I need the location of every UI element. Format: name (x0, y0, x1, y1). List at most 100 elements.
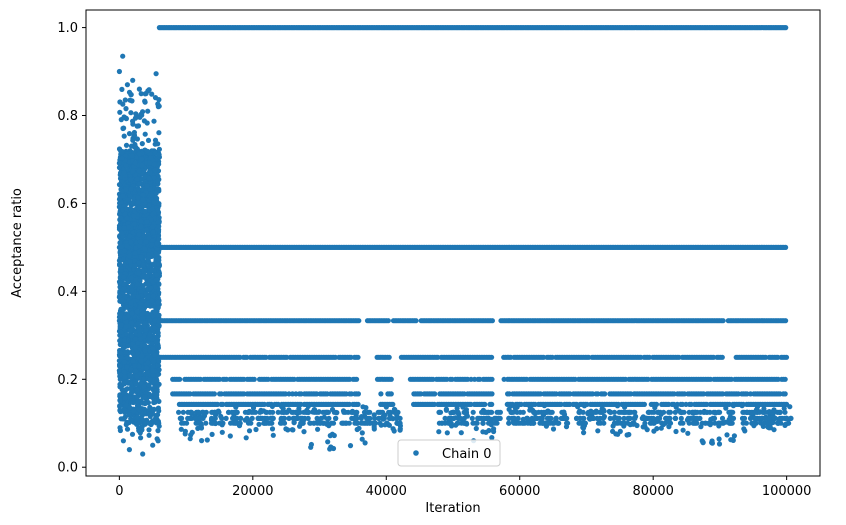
data-point (536, 409, 542, 415)
data-point (432, 391, 438, 397)
data-point (386, 422, 392, 428)
data-point (483, 415, 489, 421)
data-point (126, 89, 133, 95)
data-point (489, 318, 495, 324)
data-point (645, 409, 651, 415)
plot-area-background (86, 10, 820, 476)
data-point (156, 236, 162, 242)
data-point (667, 409, 674, 415)
data-point (680, 427, 686, 433)
data-point (209, 409, 215, 415)
data-point (480, 420, 486, 426)
data-point (489, 435, 495, 441)
data-point (264, 415, 270, 421)
data-point (138, 91, 144, 97)
data-point (610, 428, 616, 434)
data-point (195, 409, 202, 415)
data-point (762, 415, 768, 421)
data-point (716, 436, 722, 442)
data-point (245, 409, 251, 415)
data-point (710, 415, 716, 421)
data-point (311, 420, 317, 426)
data-point (298, 420, 304, 426)
data-point (237, 420, 243, 426)
data-point (595, 428, 601, 434)
data-point (716, 409, 722, 415)
data-point (537, 420, 543, 426)
data-point (488, 422, 494, 428)
data-point (327, 446, 333, 452)
data-point (126, 131, 133, 137)
data-point (132, 115, 139, 121)
data-point (209, 415, 215, 421)
data-point (176, 409, 182, 415)
data-point (387, 415, 393, 421)
data-point (185, 409, 191, 415)
data-point (233, 404, 239, 410)
data-point (305, 415, 311, 421)
data-point (385, 318, 391, 324)
data-point (289, 427, 295, 433)
data-point (305, 403, 311, 409)
data-point (677, 420, 684, 426)
data-point (150, 407, 157, 413)
data-point (117, 403, 123, 409)
data-point (510, 415, 516, 421)
data-point (558, 415, 565, 421)
data-point (719, 415, 726, 421)
data-point (301, 417, 307, 423)
data-point (581, 403, 588, 409)
data-point (716, 441, 723, 447)
data-point (448, 420, 454, 426)
data-point (293, 415, 299, 421)
data-point (275, 409, 281, 415)
data-point (383, 404, 389, 410)
data-point (359, 430, 365, 436)
data-point (694, 415, 700, 421)
data-point (782, 409, 788, 415)
data-point (121, 125, 127, 131)
data-point (506, 420, 512, 426)
data-point (307, 420, 313, 426)
data-point (741, 415, 748, 421)
data-point (376, 415, 382, 421)
data-point (580, 420, 586, 426)
data-point (520, 420, 527, 426)
data-point (771, 407, 777, 413)
data-point (286, 415, 292, 421)
data-point (151, 118, 157, 124)
data-point (464, 412, 470, 418)
data-point (652, 405, 658, 411)
data-point (297, 409, 303, 415)
data-point (318, 415, 324, 421)
data-point (766, 415, 772, 421)
data-point (531, 420, 537, 426)
data-point (602, 391, 608, 397)
data-point (286, 407, 292, 413)
data-point (204, 437, 210, 443)
data-point (626, 409, 633, 415)
data-point (203, 420, 209, 426)
data-point (492, 415, 498, 421)
data-point (489, 376, 495, 382)
data-point (665, 415, 671, 422)
data-point (607, 415, 613, 421)
data-point (189, 429, 195, 435)
data-point (538, 415, 544, 421)
data-point (563, 415, 569, 421)
data-point (187, 415, 193, 421)
data-point (676, 408, 682, 414)
data-point (482, 401, 488, 407)
data-point (116, 146, 123, 152)
data-point (496, 415, 502, 421)
data-point (327, 433, 333, 439)
data-point (771, 427, 777, 433)
data-point (544, 409, 550, 415)
data-point (251, 376, 257, 382)
data-point (152, 141, 158, 147)
data-point (258, 409, 265, 415)
data-point (122, 97, 128, 103)
data-point (380, 409, 386, 415)
data-point (134, 394, 140, 401)
